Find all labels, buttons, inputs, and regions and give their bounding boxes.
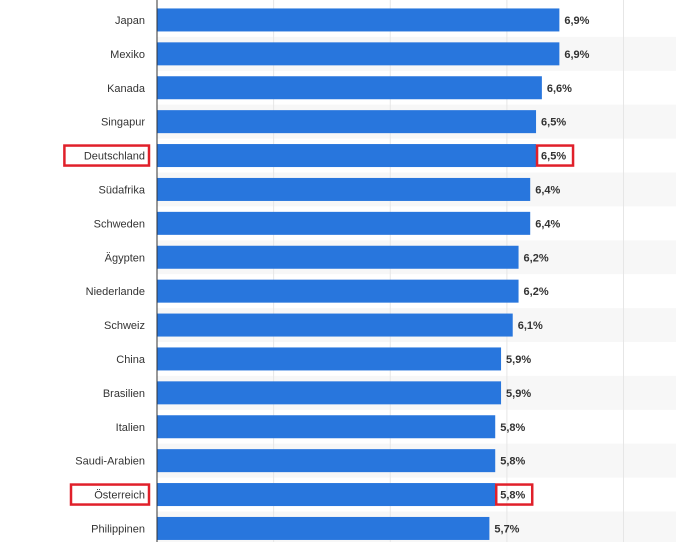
bar <box>157 177 531 201</box>
bar <box>157 42 560 66</box>
bar <box>157 381 502 405</box>
category-label: Japan <box>115 15 145 27</box>
value-label: 6,6% <box>547 83 572 95</box>
bar <box>157 516 490 540</box>
bar <box>157 483 496 507</box>
highlight-box <box>63 144 151 167</box>
category-label: Singapur <box>101 117 145 129</box>
category-label: Schweden <box>94 218 145 230</box>
value-label: 6,2% <box>524 252 549 264</box>
category-label: Südafrika <box>99 184 146 196</box>
value-label: 5,7% <box>494 523 519 535</box>
value-label: 6,2% <box>524 286 549 298</box>
value-label: 6,5% <box>541 117 566 129</box>
category-label: Ägypten <box>105 252 145 264</box>
value-label: 6,4% <box>535 218 560 230</box>
value-label: 6,5% <box>541 151 566 163</box>
bar <box>157 313 513 337</box>
highlight-box <box>494 483 534 506</box>
category-label: Deutschland <box>84 151 145 163</box>
bar <box>157 449 496 473</box>
value-label: 5,9% <box>506 354 531 366</box>
bar <box>157 245 519 269</box>
value-label: 6,9% <box>564 15 589 27</box>
highlight-box <box>535 144 575 167</box>
bar <box>157 8 560 32</box>
category-label: China <box>116 354 146 366</box>
bar <box>157 76 542 100</box>
bar <box>157 144 537 168</box>
category-label: Philippinen <box>91 523 145 535</box>
category-label: Italien <box>116 422 145 434</box>
category-label: Schweiz <box>104 320 145 332</box>
highlight-box <box>69 483 151 506</box>
bar <box>157 211 531 235</box>
category-label: Saudi-Arabien <box>75 456 145 468</box>
category-label: Kanada <box>107 83 146 95</box>
value-label: 5,8% <box>500 456 525 468</box>
category-label: Brasilien <box>103 388 145 400</box>
value-label: 6,1% <box>518 320 543 332</box>
bar <box>157 347 502 371</box>
category-label: Niederlande <box>86 286 145 298</box>
value-label: 5,8% <box>500 490 525 502</box>
value-label: 6,4% <box>535 184 560 196</box>
value-label: 6,9% <box>564 49 589 61</box>
bar <box>157 415 496 439</box>
bar <box>157 279 519 303</box>
category-label: Mexiko <box>110 49 145 61</box>
value-label: 5,9% <box>506 388 531 400</box>
value-label: 5,8% <box>500 422 525 434</box>
category-label: Österreich <box>94 490 145 502</box>
bar <box>157 110 537 134</box>
